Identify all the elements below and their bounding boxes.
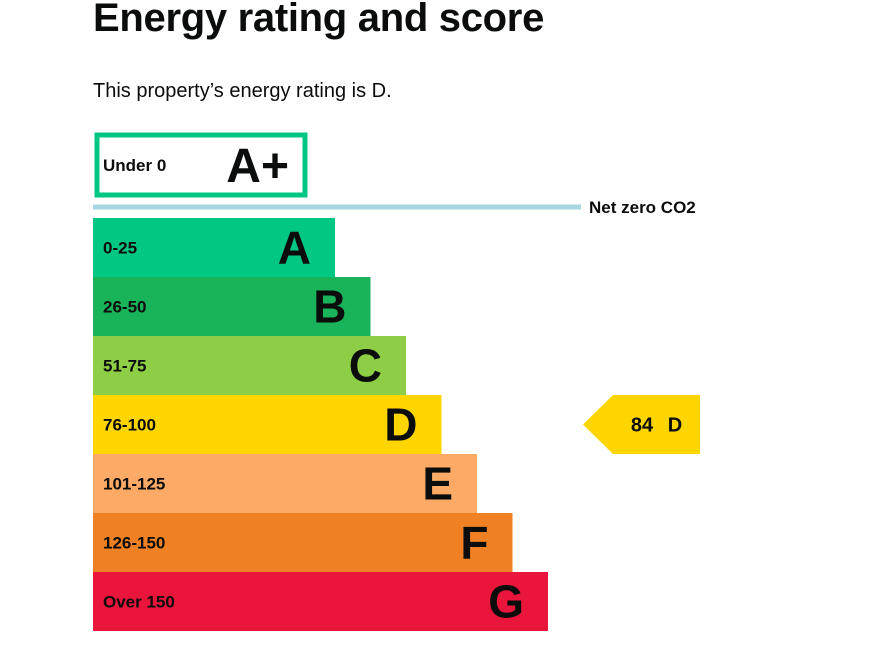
band-g-bar [93, 572, 548, 631]
net-zero-label: Net zero CO2 [589, 198, 696, 217]
band-a-plus-range: Under 0 [103, 156, 166, 175]
band-a-plus-outline [94, 132, 308, 198]
band-g-range: Over 150 [103, 593, 175, 612]
band-a-range: 0-25 [103, 239, 137, 258]
band-d-range: 76-100 [103, 416, 156, 435]
band-a-bar [93, 218, 335, 277]
band-c-letter: C [349, 340, 382, 392]
current-rating-letter: D [668, 415, 682, 437]
band-c-range: 51-75 [103, 357, 146, 376]
band-f-letter: F [460, 517, 488, 569]
band-f-bar [93, 513, 513, 572]
band-b-bar [93, 277, 371, 336]
band-e-letter: E [422, 458, 453, 510]
band-b-letter: B [313, 281, 346, 333]
band-d-letter: D [384, 399, 417, 451]
page-title: Energy rating and score [93, 0, 545, 40]
current-rating-score: 84 [631, 415, 654, 437]
band-a-plus-letter: A+ [226, 140, 289, 193]
band-e-range: 101-125 [103, 475, 165, 494]
band-g-letter: G [488, 576, 524, 628]
rating-summary: This property’s energy rating is D. [93, 80, 392, 102]
band-c-bar [93, 336, 406, 395]
band-f-range: 126-150 [103, 534, 165, 553]
current-rating-arrow [583, 395, 700, 454]
band-a-letter: A [278, 222, 311, 274]
band-d-bar [93, 395, 442, 454]
band-b-range: 26-50 [103, 298, 146, 317]
band-e-bar [93, 454, 477, 513]
